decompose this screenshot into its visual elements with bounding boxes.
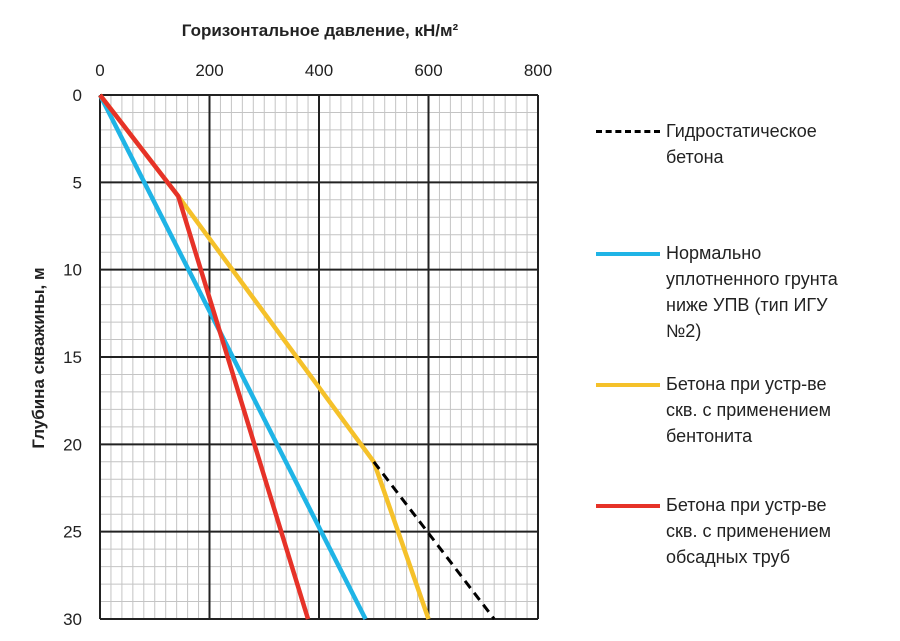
legend: Гидростатическое бетона Нормально уплотн… [596, 0, 896, 641]
x-tick-label: 200 [195, 61, 223, 80]
legend-label-casing: Бетона при устр-ве скв. с применением об… [666, 495, 831, 567]
series-line-3 [98, 93, 311, 620]
legend-swatch-soil [596, 252, 660, 256]
y-axis-title: Глубина скважины, м [29, 267, 48, 448]
series-lines [97, 93, 496, 621]
y-tick-label: 5 [73, 173, 82, 192]
x-tick-label: 0 [95, 61, 104, 80]
series-line-0 [372, 460, 496, 620]
legend-label-soil: Нормально уплотненного грунта ниже УПВ (… [666, 243, 838, 341]
y-tick-label: 10 [63, 261, 82, 280]
series-line-1 [97, 93, 368, 621]
y-tick-labels: 0 5 10 15 20 25 30 [63, 86, 82, 629]
y-tick-label: 25 [63, 523, 82, 542]
y-tick-label: 20 [63, 435, 82, 454]
x-tick-labels: 0 200 400 600 800 [95, 61, 552, 80]
x-axis-title: Горизонтальное давление, кН/м² [182, 21, 459, 40]
y-tick-label: 15 [63, 348, 82, 367]
legend-swatch-hydrostatic [596, 130, 660, 133]
legend-swatch-casing [596, 504, 660, 508]
y-tick-label: 0 [73, 86, 82, 105]
legend-swatch-bentonite [596, 383, 660, 387]
legend-label-bentonite: Бетона при устр-ве скв. с применением бе… [666, 374, 831, 446]
legend-label-hydrostatic: Гидростатическое бетона [666, 121, 817, 167]
x-tick-label: 600 [414, 61, 442, 80]
x-tick-label: 400 [305, 61, 333, 80]
y-tick-label: 30 [63, 610, 82, 629]
chart: 0 200 400 600 800 0 5 10 15 20 25 30 Горизонтально… [29, 21, 552, 629]
x-tick-label: 800 [524, 61, 552, 80]
major-gridlines [99, 94, 539, 620]
